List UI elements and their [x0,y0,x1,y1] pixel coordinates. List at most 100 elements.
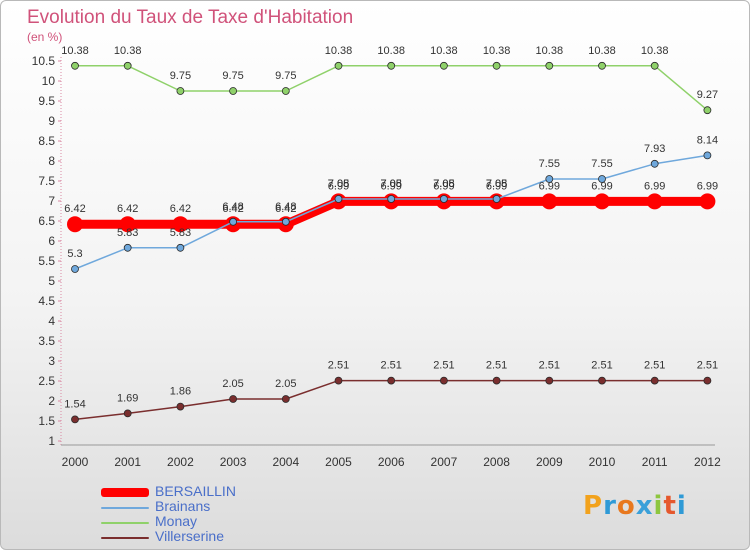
data-point [650,376,659,385]
data-label: 6.42 [222,203,243,215]
legend-swatch [101,488,149,497]
data-point [439,195,448,203]
data-label: 1.54 [64,398,85,410]
data-label: 9.27 [697,89,718,101]
data-label: 5.3 [67,248,82,260]
data-label: 6.42 [117,203,138,215]
data-label: 2.51 [433,360,454,372]
data-point [123,61,132,70]
x-tick-label: 2010 [589,455,616,469]
data-point [334,61,343,70]
data-label: 6.99 [697,180,718,192]
x-tick-label: 2006 [378,455,405,469]
x-tick-label: 2005 [325,455,352,469]
data-label: 1.69 [117,392,138,404]
data-label: 6.99 [539,180,560,192]
data-point [176,402,185,411]
x-tick-label: 2001 [114,455,141,469]
data-label: 6.48 [222,201,243,213]
y-tick-label: 6.5 [38,214,55,228]
data-point [439,376,448,385]
data-point [703,376,712,385]
data-label: 10.38 [536,45,564,57]
x-tick-label: 2009 [536,455,563,469]
data-label: 10.38 [377,45,405,57]
data-point [594,193,610,210]
data-point [334,376,343,385]
data-label: 6.99 [380,180,401,192]
legend-label: Brainans [155,498,211,514]
logo-letter: o [616,491,636,521]
data-label: 6.99 [328,180,349,192]
data-label: 7.05 [328,178,349,190]
data-point [598,376,606,385]
y-tick-label: 5.5 [38,254,55,268]
data-point [67,216,83,233]
data-point [281,395,290,403]
data-label: 7.08 [380,178,401,190]
data-point [545,61,554,70]
x-tick-label: 2011 [642,455,668,469]
data-label: 2.05 [275,378,296,390]
data-label: 9.75 [275,70,296,82]
y-tick-label: 2.5 [38,374,55,388]
data-point [334,195,343,203]
data-point [492,61,501,70]
data-label: 10.38 [588,45,616,57]
y-tick-label: 6 [48,234,55,248]
y-tick-label: 8 [48,154,55,168]
data-label: 10.38 [61,45,89,57]
y-tick-label: 1 [48,434,55,448]
y-tick-label: 7.5 [38,174,55,188]
data-point [598,175,606,183]
y-tick-label: 9.5 [38,94,55,108]
y-tick-label: 2 [48,394,55,408]
data-label: 10.38 [430,45,458,57]
data-label: 9.75 [222,70,243,82]
x-tick-label: 2012 [694,455,721,469]
data-label: 10.38 [483,45,511,57]
data-point [492,376,501,385]
proxiti-logo: Proxiti [583,491,687,521]
legend-label: BERSAILLIN [155,483,236,499]
logo-letter: P [583,491,604,521]
data-point [387,61,396,70]
y-tick-label: 10 [42,74,56,88]
y-tick-label: 3 [48,354,55,368]
data-label: 6.48 [275,201,296,213]
y-tick-label: 7 [48,194,55,208]
logo-letter: i [676,491,687,521]
x-tick-label: 2000 [62,455,89,469]
data-label: 8.14 [697,134,718,146]
legend-swatch [101,521,149,524]
x-tick-label: 2003 [220,455,247,469]
data-label: 6.99 [433,180,454,192]
x-tick-label: 2007 [431,455,458,469]
legend-label: Monay [155,513,198,529]
data-point [439,61,448,70]
logo-letter: t [663,491,677,521]
legend-swatch [101,506,149,509]
data-label: 2.51 [539,360,560,372]
data-label: 2.51 [486,360,507,372]
data-point [71,61,79,70]
y-tick-label: 9 [48,114,55,128]
data-label: 6.99 [644,180,665,192]
data-point [119,216,136,233]
data-label: 7.08 [433,178,454,190]
logo-letter: i [653,491,664,521]
data-point [699,193,716,210]
data-point [387,376,396,385]
data-point [545,376,554,385]
data-point [71,265,79,273]
data-label: 2.05 [222,378,243,390]
y-tick-label: 1.5 [38,414,55,428]
data-point [598,61,606,70]
data-point [492,195,501,203]
unit-label: (en %) [27,30,63,44]
data-label: 2.51 [697,360,718,372]
data-label: 7.93 [644,143,665,155]
y-tick-label: 10.5 [32,54,56,68]
